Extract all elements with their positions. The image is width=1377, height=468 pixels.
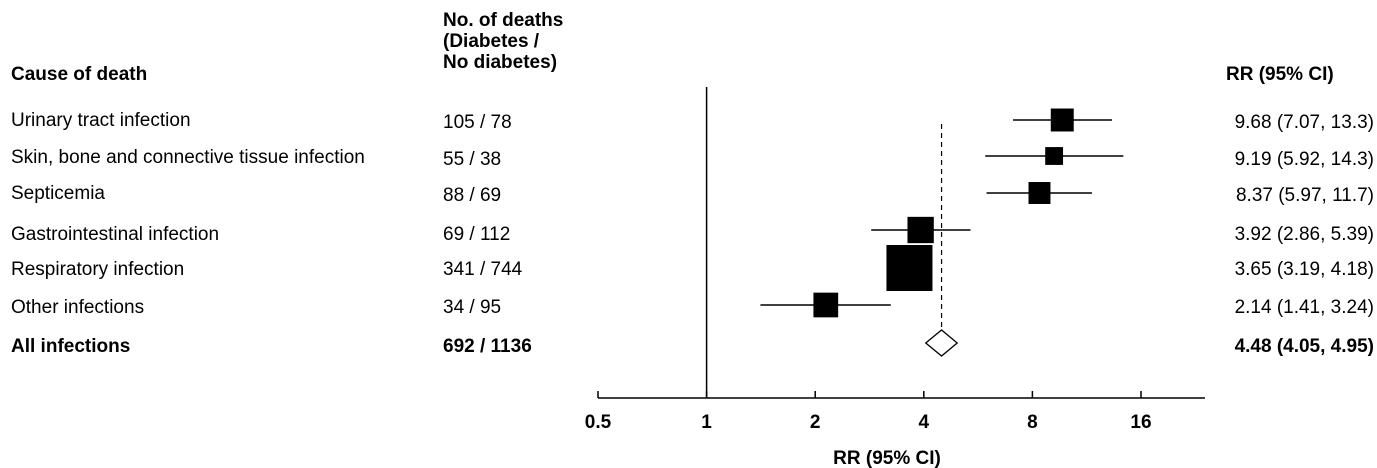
- estimate-square: [1050, 108, 1074, 132]
- x-tick-label: 16: [1130, 412, 1151, 433]
- deaths-header-line: (Diabetes /: [443, 31, 540, 52]
- rr-value: 3.92 (2.86, 5.39): [1234, 224, 1374, 245]
- cause-column-header: Cause of death: [11, 64, 148, 85]
- deaths-value-total: 692 / 1136: [443, 336, 532, 357]
- estimate-square: [907, 216, 934, 244]
- rr-value: 8.37 (5.97, 11.7): [1235, 185, 1374, 206]
- rr-value: 9.68 (7.07, 13.3): [1234, 112, 1374, 133]
- cause-label: Septicemia: [11, 183, 105, 204]
- x-tick-label: 8: [1027, 412, 1038, 433]
- deaths-value: 69 / 112: [443, 224, 511, 245]
- rr-column-header: RR (95% CI): [1226, 64, 1334, 85]
- x-tick-label: 0.5: [585, 412, 612, 433]
- deaths-header-line: No diabetes): [443, 52, 558, 73]
- deaths-header-line: No. of deaths: [443, 10, 564, 31]
- rr-value: 2.14 (1.41, 3.24): [1234, 297, 1374, 318]
- estimate-square: [1045, 147, 1064, 165]
- x-tick-label: 2: [810, 412, 821, 433]
- estimate-square: [886, 245, 933, 291]
- overall-diamond: [924, 329, 959, 357]
- estimate-square: [1028, 182, 1051, 204]
- cause-label: Other infections: [11, 297, 145, 318]
- estimate-square: [813, 292, 839, 318]
- rr-value: 3.65 (3.19, 4.18): [1234, 259, 1374, 280]
- deaths-value: 341 / 744: [443, 259, 523, 280]
- cause-label: Gastrointestinal infection: [11, 224, 220, 245]
- x-axis-label: RR (95% CI): [833, 448, 941, 468]
- cause-label-total: All infections: [11, 336, 131, 357]
- deaths-value: 88 / 69: [443, 185, 502, 206]
- x-tick-label: 1: [701, 412, 712, 433]
- cause-label: Skin, bone and connective tissue infecti…: [11, 147, 365, 168]
- rr-value-total: 4.48 (4.05, 4.95): [1234, 336, 1374, 357]
- deaths-value: 34 / 95: [443, 297, 502, 318]
- deaths-value: 105 / 78: [443, 112, 512, 133]
- cause-label: Respiratory infection: [11, 259, 185, 280]
- x-tick-label: 4: [919, 412, 930, 433]
- cause-label: Urinary tract infection: [11, 110, 191, 131]
- rr-value: 9.19 (5.92, 14.3): [1234, 149, 1374, 170]
- deaths-value: 55 / 38: [443, 149, 502, 170]
- deaths-column-header: No. of deaths (Diabetes / No diabetes): [443, 10, 563, 73]
